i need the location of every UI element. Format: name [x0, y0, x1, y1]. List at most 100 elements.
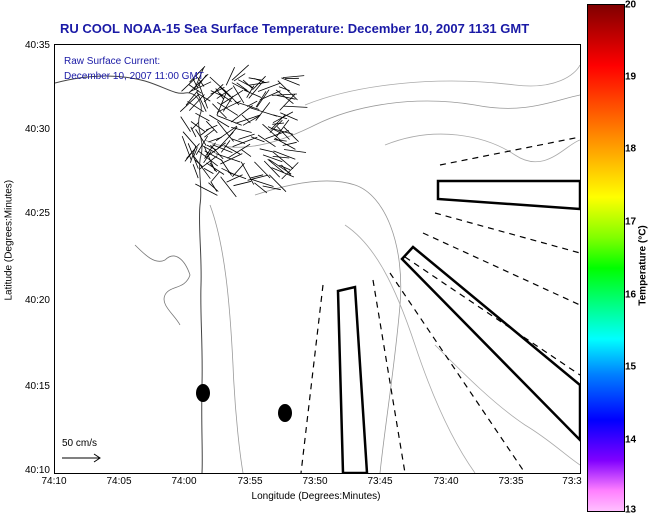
current-vector — [222, 95, 234, 112]
current-vector — [190, 121, 206, 132]
y-tick: 40:30 — [24, 124, 50, 135]
current-vector — [246, 100, 258, 107]
current-vector — [246, 85, 255, 98]
current-vector — [255, 91, 267, 108]
current-vector — [189, 66, 206, 83]
current-vector — [212, 103, 227, 119]
current-vector — [269, 119, 283, 133]
y-tick: 40:10 — [24, 465, 50, 476]
current-vector — [250, 107, 278, 117]
current-vector — [276, 95, 296, 100]
colorbar-tick: 18 — [625, 143, 637, 155]
current-vector — [206, 162, 225, 175]
current-vector — [205, 124, 218, 131]
current-vector — [195, 112, 210, 122]
current-vector — [203, 168, 214, 174]
current-vector — [281, 162, 299, 180]
current-vector — [273, 114, 288, 120]
current-vector — [252, 75, 266, 91]
current-vector — [254, 182, 268, 194]
current-vector — [203, 84, 224, 103]
current-vector — [250, 136, 265, 143]
x-tick: 74:05 — [106, 476, 132, 487]
current-vector — [203, 145, 216, 172]
current-vector — [217, 121, 234, 142]
bathymetry-contour — [304, 64, 580, 106]
map-panel[interactable]: Raw Surface Current: December 10, 2007 1… — [54, 44, 581, 474]
current-vector — [216, 115, 242, 126]
current-vector — [231, 82, 249, 92]
current-vector — [249, 174, 264, 179]
current-vector — [283, 149, 307, 153]
current-vector — [241, 114, 251, 124]
current-vectors — [179, 64, 308, 198]
x-tick: 73:40 — [433, 476, 459, 487]
current-vector — [242, 79, 253, 89]
current-vector — [206, 144, 217, 151]
sector-boxes — [336, 179, 580, 473]
current-vector — [192, 164, 199, 179]
current-vector — [241, 149, 252, 157]
x-tick: 73:55 — [237, 476, 263, 487]
current-vector — [256, 89, 270, 108]
current-vector — [203, 151, 212, 164]
current-vector — [250, 178, 274, 187]
current-vector — [233, 73, 246, 82]
y-tick: 40:15 — [24, 381, 50, 392]
current-vector — [232, 136, 258, 147]
colorbar-tick: 16 — [625, 289, 637, 301]
current-vector — [231, 105, 253, 123]
current-vector — [255, 102, 271, 121]
current-vector — [271, 93, 297, 96]
current-vector — [210, 90, 223, 97]
current-vector — [191, 122, 199, 130]
current-vector — [187, 143, 199, 169]
current-vector — [248, 77, 262, 81]
current-vector — [193, 147, 198, 158]
map-title: RU COOL NOAA-15 Sea Surface Temperature:… — [60, 21, 530, 36]
current-vector — [231, 64, 249, 81]
current-vector — [210, 181, 218, 192]
colorbar-tick: 14 — [625, 434, 637, 446]
current-vector — [193, 156, 211, 179]
x-tick: 74:00 — [171, 476, 197, 487]
current-vector — [262, 185, 281, 191]
current-vector — [234, 101, 260, 110]
current-vector — [187, 101, 204, 113]
current-vector — [272, 122, 285, 125]
current-vector — [196, 91, 207, 112]
current-vector — [276, 126, 290, 140]
current-vector — [273, 150, 296, 160]
current-vector — [242, 115, 261, 126]
current-vector — [248, 80, 264, 99]
current-vector — [283, 126, 299, 142]
current-vector — [282, 75, 305, 78]
current-vector — [209, 114, 230, 128]
current-vector — [206, 120, 218, 134]
current-vector — [204, 129, 215, 138]
current-vector — [270, 114, 286, 130]
current-vector — [179, 94, 199, 112]
current-vector — [190, 146, 197, 163]
current-vector — [180, 116, 191, 132]
station-marker — [278, 404, 292, 422]
current-vector — [220, 176, 237, 198]
current-vector — [280, 112, 298, 121]
current-vector — [238, 133, 255, 140]
current-vector — [271, 167, 295, 178]
current-vector — [272, 156, 290, 159]
current-vector — [190, 126, 197, 138]
current-vector — [200, 128, 210, 136]
x-tick: 73:3 — [562, 476, 582, 487]
current-vector — [277, 80, 298, 101]
bay-outline — [134, 244, 191, 326]
current-vector — [225, 67, 235, 86]
current-vector — [210, 144, 224, 160]
x-tick: 74:10 — [41, 476, 67, 487]
current-vector — [195, 183, 218, 196]
y-tick: 40:25 — [24, 208, 50, 219]
current-vector — [282, 141, 297, 146]
y-tick: 40:35 — [24, 40, 50, 51]
current-vector — [247, 174, 269, 181]
current-vector — [278, 86, 290, 91]
